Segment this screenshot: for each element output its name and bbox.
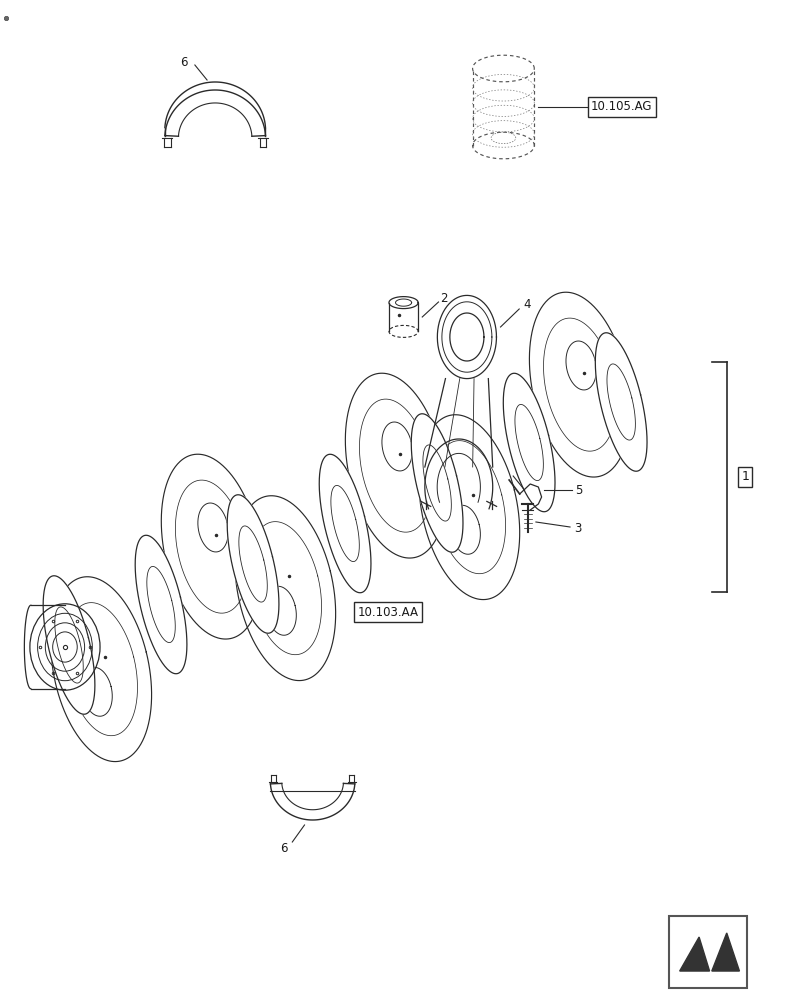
Polygon shape (503, 373, 555, 512)
Polygon shape (711, 933, 739, 971)
Polygon shape (345, 373, 445, 558)
Text: 10.103.AA: 10.103.AA (357, 605, 418, 618)
Polygon shape (198, 503, 228, 552)
Polygon shape (679, 937, 709, 971)
Text: 6: 6 (180, 55, 188, 68)
Text: 10.105.AG: 10.105.AG (590, 101, 652, 113)
Polygon shape (82, 667, 112, 716)
Text: 6: 6 (279, 842, 287, 854)
Polygon shape (565, 341, 595, 390)
Polygon shape (381, 422, 412, 471)
Polygon shape (266, 586, 296, 635)
Polygon shape (529, 292, 629, 477)
Polygon shape (319, 454, 371, 593)
Polygon shape (449, 505, 480, 554)
Polygon shape (161, 454, 262, 639)
FancyBboxPatch shape (668, 916, 746, 988)
Text: 1: 1 (740, 471, 749, 484)
Polygon shape (227, 495, 279, 633)
Polygon shape (418, 415, 519, 600)
Polygon shape (410, 414, 462, 552)
Text: 2: 2 (440, 292, 448, 305)
Polygon shape (234, 496, 335, 681)
Text: 5: 5 (574, 484, 582, 496)
Polygon shape (51, 577, 152, 762)
Text: 4: 4 (523, 298, 530, 311)
Text: 3: 3 (573, 522, 581, 536)
Polygon shape (43, 576, 95, 714)
Polygon shape (449, 313, 483, 361)
Polygon shape (135, 535, 187, 674)
Polygon shape (594, 333, 646, 471)
